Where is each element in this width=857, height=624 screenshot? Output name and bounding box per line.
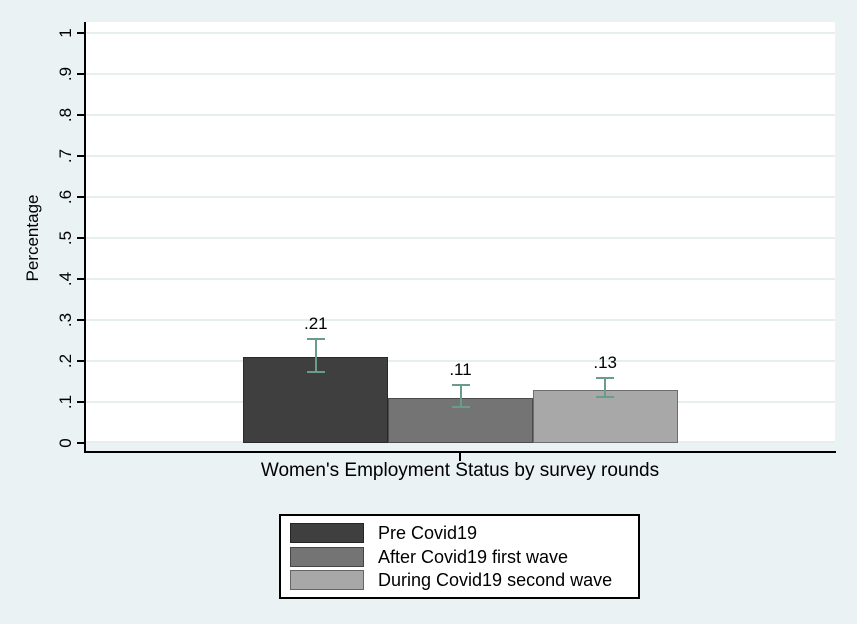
y-tick-mark: [77, 401, 85, 403]
y-tick-label: .1: [56, 394, 75, 410]
y-axis-line: [84, 22, 86, 453]
y-tick-mark: [77, 196, 85, 198]
y-tick-label: .9: [56, 66, 75, 82]
error-bar-stem: [604, 376, 607, 398]
legend-label: Pre Covid19: [378, 523, 478, 543]
error-bar-stem: [459, 383, 462, 409]
error-bar-cap: [451, 383, 470, 386]
y-tick-label: .7: [56, 148, 75, 164]
y-tick-label: .2: [56, 353, 75, 369]
y-tick-label: .5: [56, 230, 75, 246]
bar-value-label: .21: [303, 314, 328, 334]
y-tick-mark: [77, 278, 85, 280]
y-tick-mark: [77, 442, 85, 444]
y-tick-label: .6: [56, 189, 75, 205]
y-tick-mark: [77, 32, 85, 34]
gridline: [86, 237, 835, 239]
legend-row: Pre Covid19: [290, 523, 632, 543]
gridline: [86, 32, 835, 34]
y-tick-mark: [77, 155, 85, 157]
bar-value-label: .13: [593, 352, 618, 372]
gridline: [86, 360, 835, 362]
y-tick-label: .3: [56, 312, 75, 328]
y-tick-label: 0: [56, 438, 75, 448]
legend-swatch: [290, 523, 364, 543]
bar-value-label: .11: [449, 359, 472, 379]
y-tick-mark: [77, 360, 85, 362]
error-bar-cap: [596, 395, 615, 398]
legend-row: During Covid19 second wave: [290, 570, 632, 590]
gridline: [86, 114, 835, 116]
gridline: [86, 319, 835, 321]
y-tick-label: 1: [56, 28, 75, 38]
legend-swatch: [290, 570, 364, 590]
error-bar-cap: [451, 406, 470, 409]
legend-label: During Covid19 second wave: [378, 570, 613, 590]
error-bar-cap: [596, 376, 615, 379]
y-tick-label: .8: [56, 107, 75, 123]
error-bar-cap: [306, 371, 325, 374]
gridline: [86, 155, 835, 157]
error-bar-cap: [306, 338, 325, 341]
y-tick-mark: [77, 114, 85, 116]
gridline: [86, 73, 835, 75]
legend-label: After Covid19 first wave: [378, 546, 569, 567]
legend-swatch: [290, 546, 364, 567]
plot-area: .21 .11 .13: [86, 22, 835, 443]
y-tick-label: .4: [56, 271, 75, 287]
gridline: [86, 278, 835, 280]
y-tick-mark: [77, 73, 85, 75]
x-axis-line: [84, 451, 836, 453]
x-axis-title: Women's Employment Status by survey roun…: [260, 460, 660, 481]
legend: Pre Covid19 After Covid19 first wave Durin…: [279, 514, 640, 599]
x-axis-tick: [459, 453, 461, 461]
y-tick-mark: [77, 237, 85, 239]
error-bar-stem: [314, 338, 317, 374]
legend-row: After Covid19 first wave: [290, 546, 632, 567]
y-axis-title: Percentage: [23, 194, 42, 282]
bar: [532, 389, 678, 443]
y-tick-mark: [77, 319, 85, 321]
gridline: [86, 196, 835, 198]
